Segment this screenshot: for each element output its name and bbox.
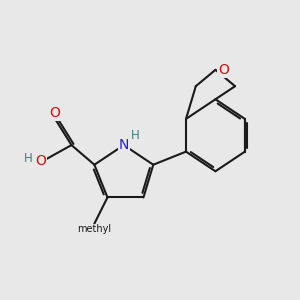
Text: N: N	[118, 138, 129, 152]
Text: O: O	[35, 154, 46, 169]
Text: H: H	[131, 129, 140, 142]
Text: O: O	[50, 106, 61, 120]
Text: O: O	[218, 63, 229, 77]
Text: methyl: methyl	[77, 224, 111, 235]
Text: H: H	[24, 152, 33, 165]
